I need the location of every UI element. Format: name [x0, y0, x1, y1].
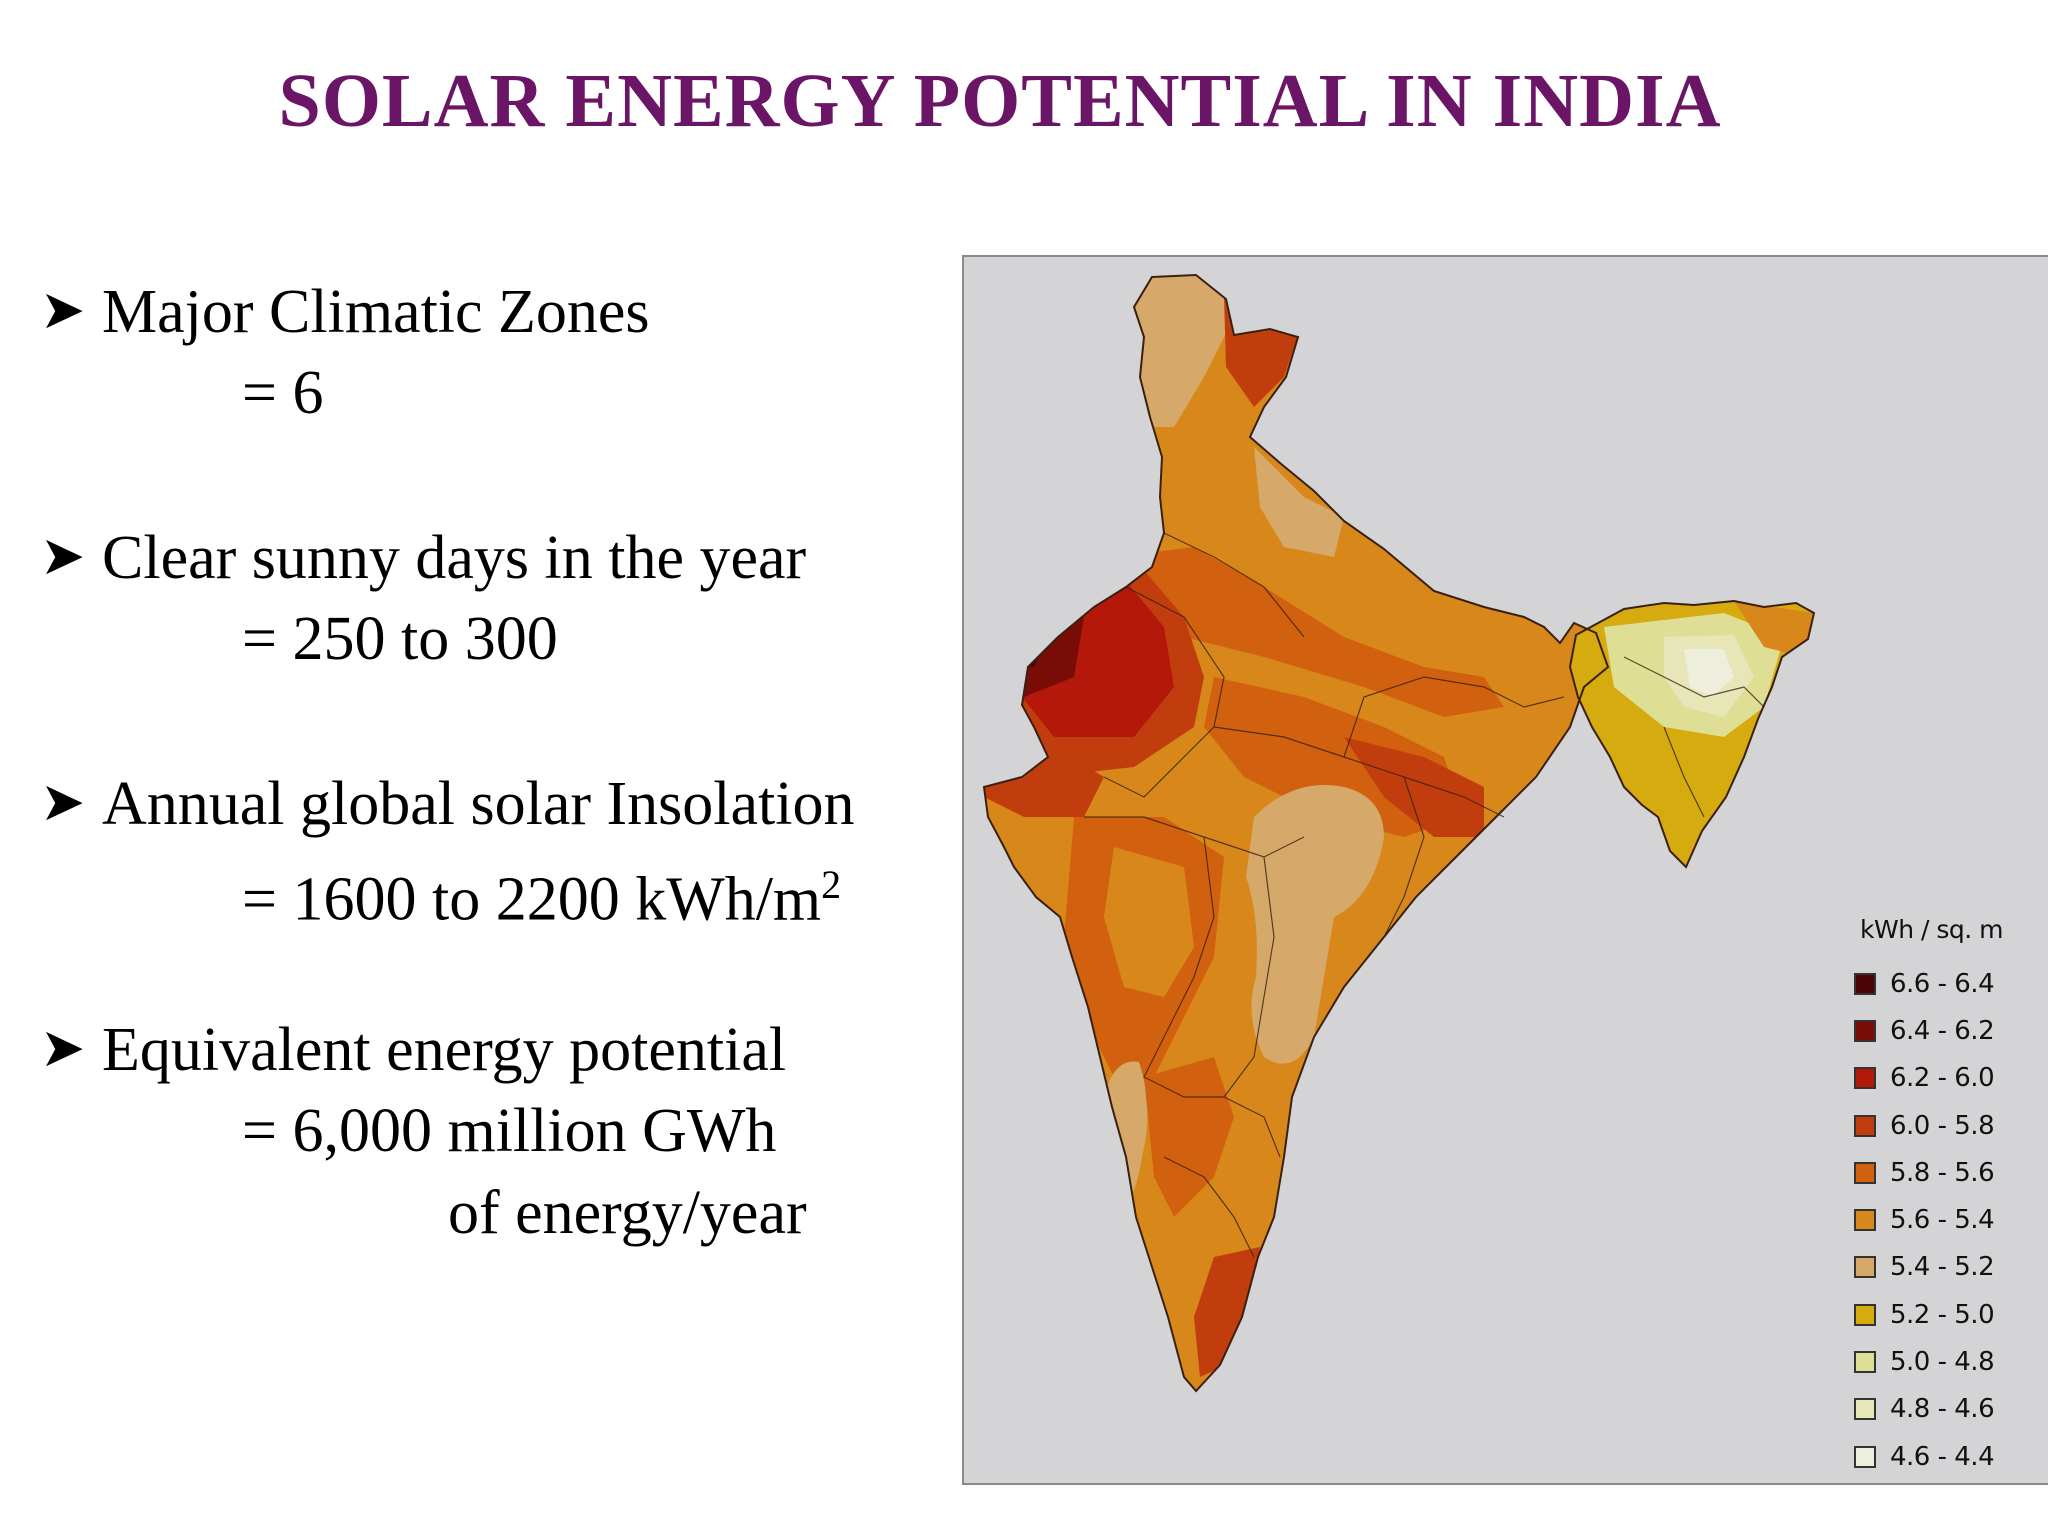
solar-map-panel: kWh / sq. m 6.6 - 6.4 6.4 - 6.2 6.2 - 6.… — [962, 255, 2048, 1485]
map-legend: kWh / sq. m 6.6 - 6.4 6.4 - 6.2 6.2 - 6.… — [1854, 915, 2044, 1480]
legend-swatch — [1854, 1209, 1876, 1232]
legend-label: 5.8 - 5.6 — [1890, 1157, 1995, 1188]
legend-item: 6.6 - 6.4 — [1854, 960, 2044, 1007]
legend-item: 5.8 - 5.6 — [1854, 1149, 2044, 1196]
bullet-value: = 1600 to 2200 kWh/m — [242, 865, 822, 934]
bullet-climatic-zones: ➤ Major Climatic Zones = 6 — [40, 270, 960, 434]
arrow-bullet-icon: ➤ — [40, 772, 86, 832]
legend-label: 5.2 - 5.0 — [1890, 1299, 1995, 1330]
legend-label: 6.4 - 6.2 — [1890, 1015, 1995, 1046]
arrow-bullet-icon: ➤ — [40, 526, 86, 586]
legend-label: 5.4 - 5.2 — [1890, 1252, 1995, 1283]
legend-item: 5.2 - 5.0 — [1854, 1291, 2044, 1338]
superscript: 2 — [821, 862, 842, 907]
arrow-bullet-icon: ➤ — [40, 280, 86, 340]
legend-title: kWh / sq. m — [1860, 915, 2004, 944]
legend-swatch — [1854, 1398, 1876, 1421]
bullet-value-continued: of energy/year — [448, 1179, 807, 1247]
legend-swatch — [1854, 972, 1876, 995]
india-solar-map — [982, 273, 1816, 1393]
legend-item: 4.6 - 4.4 — [1854, 1433, 2044, 1480]
bullet-label: Clear sunny days in the year — [102, 524, 807, 592]
legend-swatch — [1854, 1114, 1876, 1137]
legend-swatch — [1854, 1445, 1876, 1468]
legend-swatch — [1854, 1067, 1876, 1090]
legend-swatch — [1854, 1161, 1876, 1184]
legend-item: 4.8 - 4.6 — [1854, 1386, 2044, 1433]
legend-label: 4.8 - 4.6 — [1890, 1394, 1995, 1425]
legend-label: 5.6 - 5.4 — [1890, 1205, 1995, 1236]
bullet-energy-potential: ➤ Equivalent energy potential = 6,000 mil… — [40, 1008, 960, 1254]
arrow-bullet-icon: ➤ — [40, 1018, 86, 1078]
legend-item: 6.4 - 6.2 — [1854, 1007, 2044, 1054]
bullet-label: Annual global solar Insolation — [102, 770, 855, 838]
legend-swatch — [1854, 1351, 1876, 1374]
legend-item: 5.6 - 5.4 — [1854, 1196, 2044, 1243]
bullet-value: = 250 to 300 — [242, 605, 558, 673]
legend-swatch — [1854, 1303, 1876, 1326]
legend-label: 6.0 - 5.8 — [1890, 1110, 1995, 1141]
bullet-label: Equivalent energy potential — [102, 1016, 787, 1084]
bullet-value: = 6 — [242, 359, 324, 427]
bullet-value: = 6,000 million GWh — [242, 1097, 777, 1165]
legend-label: 5.0 - 4.8 — [1890, 1347, 1995, 1378]
slide-title: SOLAR ENERGY POTENTIAL IN INDIA — [278, 59, 1722, 143]
legend-swatch — [1854, 1019, 1876, 1042]
legend-label: 6.2 - 6.0 — [1890, 1063, 1995, 1094]
legend-item: 6.2 - 6.0 — [1854, 1055, 2044, 1102]
legend-item: 6.0 - 5.8 — [1854, 1102, 2044, 1149]
bullet-sunny-days: ➤ Clear sunny days in the year = 250 to 3… — [40, 516, 960, 680]
legend-item: 5.4 - 5.2 — [1854, 1244, 2044, 1291]
bullet-label: Major Climatic Zones — [102, 278, 650, 346]
legend-label: 4.6 - 4.4 — [1890, 1441, 1995, 1472]
legend-swatch — [1854, 1256, 1876, 1279]
legend-item: 5.0 - 4.8 — [1854, 1338, 2044, 1385]
legend-label: 6.6 - 6.4 — [1890, 968, 1995, 999]
bullet-insolation: ➤ Annual global solar Insolation = 1600 t… — [40, 762, 960, 941]
